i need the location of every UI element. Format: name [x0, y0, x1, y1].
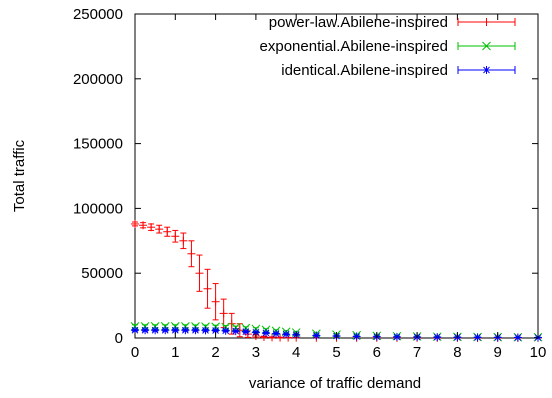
- x-tick-label: 10: [530, 344, 547, 361]
- data-point: [191, 326, 200, 335]
- point-marker: [171, 326, 179, 334]
- x-tick-label: 2: [211, 344, 219, 361]
- legend-item: exponential.Abilene-inspired: [260, 38, 516, 55]
- point-marker: [353, 333, 361, 340]
- point-marker: [131, 326, 139, 334]
- data-point: [179, 232, 188, 250]
- data-point: [473, 333, 482, 342]
- point-marker: [222, 327, 230, 335]
- legend-label: exponential.Abilene-inspired: [260, 38, 448, 55]
- data-point: [231, 327, 240, 336]
- legend-item: power-law.Abilene-inspired: [269, 14, 516, 31]
- point-marker: [393, 333, 401, 341]
- x-tick-label: 3: [252, 344, 260, 361]
- point-marker: [192, 326, 199, 334]
- point-marker: [312, 332, 320, 339]
- point-marker: [161, 326, 169, 334]
- point-marker: [433, 333, 441, 341]
- series-layer: [130, 219, 543, 342]
- data-point: [195, 254, 204, 292]
- point-marker: [272, 330, 280, 337]
- point-marker: [482, 41, 491, 51]
- x-tick-label: 7: [413, 344, 421, 361]
- point-marker: [212, 327, 219, 334]
- y-tick-label: 250000: [73, 6, 123, 23]
- data-point: [161, 326, 170, 335]
- data-point: [221, 326, 230, 335]
- data-point: [272, 329, 281, 338]
- ticks-layer: 0 1 2 3 4 5 6 7 8 9 10 0 50000 100000 150000 200000 2500…: [73, 6, 546, 361]
- data-point: [261, 328, 270, 337]
- data-point: [203, 268, 212, 309]
- data-point: [139, 221, 148, 230]
- data-point: [171, 229, 180, 243]
- data-point: [312, 331, 321, 340]
- data-point: [131, 219, 139, 228]
- data-point: [513, 333, 522, 342]
- point-marker: [242, 328, 250, 336]
- data-point: [276, 333, 285, 342]
- y-tick-label: 50000: [81, 265, 123, 282]
- point-marker: [141, 326, 149, 334]
- x-axis-title: variance of traffic demand: [249, 375, 421, 392]
- point-marker: [202, 327, 209, 334]
- point-marker: [483, 66, 490, 74]
- data-point: [241, 327, 250, 336]
- point-marker: [282, 330, 290, 338]
- x-tick-label: 5: [332, 344, 340, 361]
- data-point: [352, 332, 361, 341]
- legend: power-law.Abilene-inspired exponential.Ab…: [260, 14, 516, 79]
- data-point: [181, 326, 190, 335]
- y-tick-label: 0: [115, 330, 123, 347]
- data-point: [433, 333, 442, 342]
- point-marker: [514, 334, 522, 341]
- data-point: [151, 326, 160, 335]
- data-point: [201, 326, 210, 335]
- point-marker: [151, 326, 159, 334]
- y-tick-label: 150000: [73, 136, 123, 153]
- data-point: [219, 298, 228, 329]
- data-point: [211, 283, 220, 321]
- x-tick-label: 9: [494, 344, 502, 361]
- legend-label: identical.Abilene-inspired: [281, 62, 448, 79]
- data-point: [171, 326, 180, 335]
- data-point: [155, 224, 164, 234]
- legend-label: power-law.Abilene-inspired: [269, 14, 448, 31]
- point-marker: [474, 333, 481, 341]
- data-point: [392, 332, 401, 341]
- x-tick-label: 4: [292, 344, 300, 361]
- y-tick-label: 100000: [73, 200, 123, 217]
- x-tick-label: 1: [171, 344, 179, 361]
- data-point: [147, 223, 156, 232]
- legend-item: identical.Abilene-inspired: [281, 62, 516, 79]
- data-point: [282, 330, 291, 339]
- x-tick-label: 0: [131, 344, 139, 361]
- point-marker: [232, 327, 240, 335]
- y-tick-label: 200000: [73, 71, 123, 88]
- y-axis-title: Total traffic: [11, 139, 28, 212]
- x-tick-label: 6: [373, 344, 381, 361]
- data-point: [141, 326, 150, 335]
- point-marker: [262, 329, 270, 337]
- data-point: [163, 226, 172, 237]
- data-point: [131, 326, 139, 335]
- x-tick-label: 8: [453, 344, 461, 361]
- data-point: [187, 240, 196, 268]
- point-marker: [182, 326, 189, 334]
